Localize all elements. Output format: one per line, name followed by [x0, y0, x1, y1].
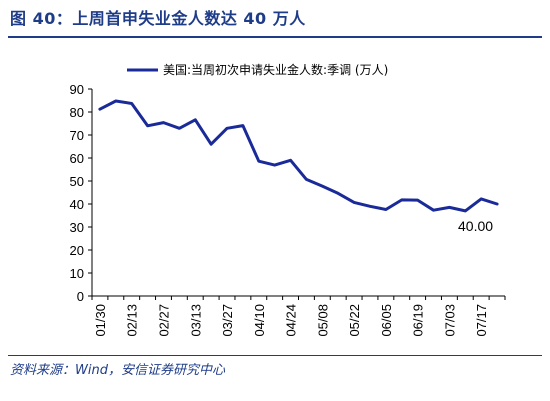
y-tick-label: 80 [70, 105, 84, 120]
data-point [368, 205, 372, 208]
data-point [384, 208, 388, 211]
data-point [305, 178, 308, 181]
x-tick-label: 04/24 [284, 304, 299, 337]
title-divider [8, 36, 542, 38]
data-point [416, 198, 419, 202]
data-point [225, 127, 229, 130]
data-point [257, 160, 260, 163]
x-tick-label: 03/27 [220, 304, 235, 337]
data-point [98, 108, 102, 111]
data-point [448, 206, 451, 209]
y-tick-label: 0 [77, 289, 84, 304]
data-point [209, 143, 213, 146]
y-tick-label: 40 [70, 197, 84, 212]
y-axis-ticks: 0 10 20 30 40 50 60 70 80 90 [70, 82, 92, 304]
y-tick-label: 10 [70, 266, 84, 281]
chart-title: 图 40：上周首申失业金人数达 40 万人 [10, 9, 306, 28]
series-line [98, 99, 499, 213]
x-tick-label: 01/30 [93, 304, 108, 337]
y-tick-label: 30 [70, 220, 84, 235]
legend: 美国:当周初次申请失业金人数:季调 (万人) [127, 62, 388, 77]
data-point [146, 124, 149, 128]
x-tick-label: 04/10 [252, 304, 267, 337]
source-note: 资料来源：Wind，安信证券研究中心 [10, 363, 225, 378]
x-tick-label: 05/08 [315, 304, 330, 337]
data-point [400, 198, 403, 202]
data-label-last: 40.00 [458, 218, 493, 234]
data-point [194, 118, 197, 122]
annotations: 40.00 [458, 218, 493, 234]
x-tick-label: 02/27 [156, 304, 171, 337]
data-point [337, 192, 340, 195]
x-tick-label: 07/03 [442, 304, 457, 337]
data-point [352, 201, 356, 204]
source-divider [8, 355, 542, 356]
data-point [495, 202, 499, 206]
x-tick-label: 06/19 [411, 304, 426, 337]
x-axis-ticks: 01/30 02/13 02/27 03/13 03/27 04/10 04/24 05/08… [91, 296, 506, 337]
legend-label: 美国:当周初次申请失业金人数:季调 (万人) [163, 62, 388, 77]
series-layer [98, 99, 499, 213]
y-tick-label: 50 [70, 174, 84, 189]
data-point [321, 184, 324, 188]
chart-axes [91, 89, 505, 297]
y-tick-label: 60 [70, 151, 84, 166]
data-point [241, 124, 245, 127]
x-tick-label: 06/05 [379, 304, 394, 337]
data-point [162, 121, 165, 124]
x-tick-label: 02/13 [125, 304, 140, 337]
y-tick-label: 70 [70, 128, 84, 143]
x-tick-label: 07/17 [474, 304, 489, 337]
data-point [114, 99, 118, 103]
data-point [178, 127, 181, 130]
data-point [479, 197, 483, 201]
data-point [432, 209, 435, 212]
data-point [289, 159, 292, 162]
y-tick-label: 90 [70, 82, 84, 97]
x-tick-label: 05/22 [347, 304, 362, 337]
data-point [464, 209, 467, 213]
data-point [130, 102, 133, 105]
y-tick-label: 20 [70, 243, 84, 258]
x-tick-label: 03/13 [188, 304, 203, 337]
data-point [273, 163, 276, 167]
